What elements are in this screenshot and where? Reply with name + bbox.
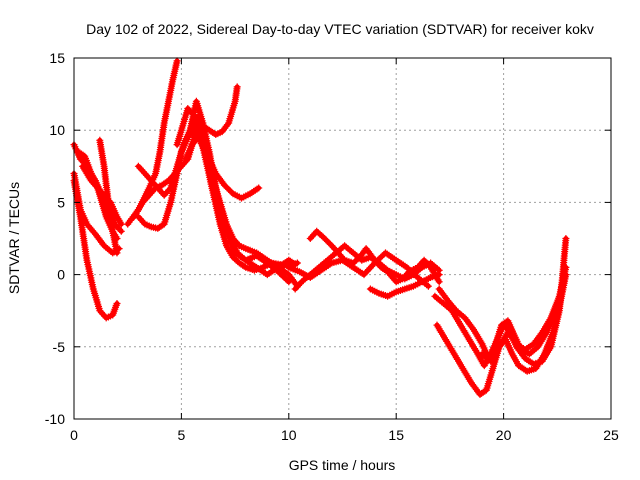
series-arc-17: [285, 249, 432, 290]
grid: [74, 58, 611, 419]
series-markers: [478, 263, 570, 365]
series-markers: [96, 136, 121, 257]
x-tick-label: 15: [388, 427, 404, 443]
x-tick-label: 5: [178, 427, 186, 443]
x-tick-label: 10: [281, 427, 297, 443]
series-arc-15: [306, 227, 443, 286]
y-tick-label: 0: [57, 267, 65, 283]
series-arc-2: [70, 177, 121, 322]
x-tick-label: 0: [70, 427, 78, 443]
series-arc-14: [186, 97, 293, 286]
series-arc-6: [96, 136, 121, 257]
series-markers: [306, 227, 443, 286]
x-tick-label: 25: [603, 427, 619, 443]
x-axis-label: GPS time / hours: [289, 457, 396, 473]
series-markers: [70, 177, 121, 322]
series-arc-18: [366, 271, 443, 300]
series-markers: [285, 249, 432, 290]
tick-labels: 0 5 10 15 20 25 -10 -5 0 5 10 15: [45, 50, 619, 443]
y-axis-label: SDTVAR / TECUs: [6, 182, 22, 294]
axis-ticks: [73, 57, 612, 420]
y-tick-label: 15: [49, 50, 65, 66]
chart-title: Day 102 of 2022, Sidereal Day-to-day VTE…: [86, 21, 594, 37]
y-tick-label: 10: [49, 122, 65, 138]
y-tick-label: -5: [53, 339, 66, 355]
series-trace: [135, 127, 262, 231]
data-series: [70, 57, 570, 398]
plot-frame: [73, 57, 612, 420]
series-arc-22: [478, 263, 570, 365]
series-markers: [366, 271, 443, 300]
series-markers: [186, 97, 293, 286]
y-tick-label: 5: [57, 194, 65, 210]
x-tick-label: 20: [496, 427, 512, 443]
y-tick-label: -10: [45, 411, 65, 427]
